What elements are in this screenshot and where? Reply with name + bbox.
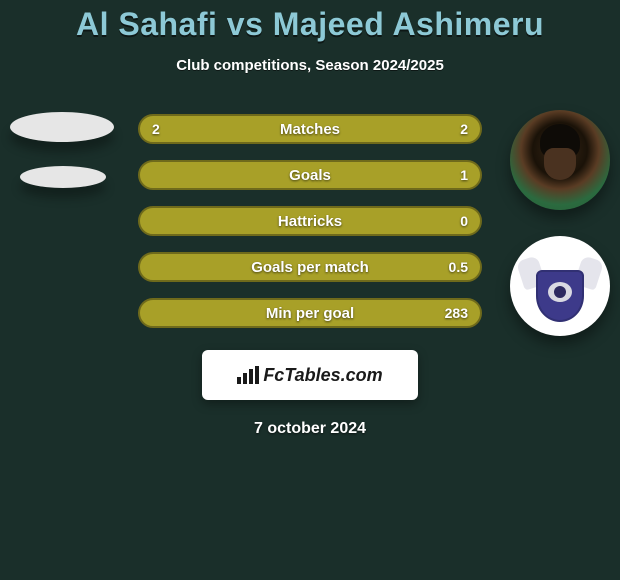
player2-club-badge [510,236,610,336]
stat-row-matches: 2 Matches 2 [138,114,482,144]
stats-area: 2 Matches 2 Goals 1 Hattricks 0 Goals pe… [0,110,620,340]
stat-bars: 2 Matches 2 Goals 1 Hattricks 0 Goals pe… [138,114,482,344]
date-label: 7 october 2024 [0,420,620,438]
stat-left-value: 2 [152,121,160,137]
stat-right-value: 1 [460,167,468,183]
logo-text: FcTables.com [263,365,382,386]
subtitle: Club competitions, Season 2024/2025 [0,57,620,74]
stat-label: Min per goal [266,305,354,322]
stat-label: Hattricks [278,213,342,230]
stat-label: Matches [280,121,340,138]
page-title: Al Sahafi vs Majeed Ashimeru [0,6,620,43]
stat-label: Goals [289,167,331,184]
stat-row-hattricks: Hattricks 0 [138,206,482,236]
player1-photo-placeholder [10,112,114,142]
bars-icon [237,366,259,384]
stat-right-value: 0.5 [449,259,468,275]
stat-right-value: 0 [460,213,468,229]
stat-row-min-per-goal: Min per goal 283 [138,298,482,328]
stat-label: Goals per match [251,259,369,276]
club-badge-graphic [524,250,596,322]
player1-placeholder [10,112,114,188]
stat-right-value: 2 [460,121,468,137]
stat-row-goals: Goals 1 [138,160,482,190]
player2-photo [510,110,610,210]
player2-images [510,110,610,336]
stat-row-goals-per-match: Goals per match 0.5 [138,252,482,282]
player1-club-placeholder [20,166,106,188]
comparison-card: Al Sahafi vs Majeed Ashimeru Club compet… [0,0,620,438]
source-logo: FcTables.com [202,350,418,400]
stat-right-value: 283 [445,305,468,321]
